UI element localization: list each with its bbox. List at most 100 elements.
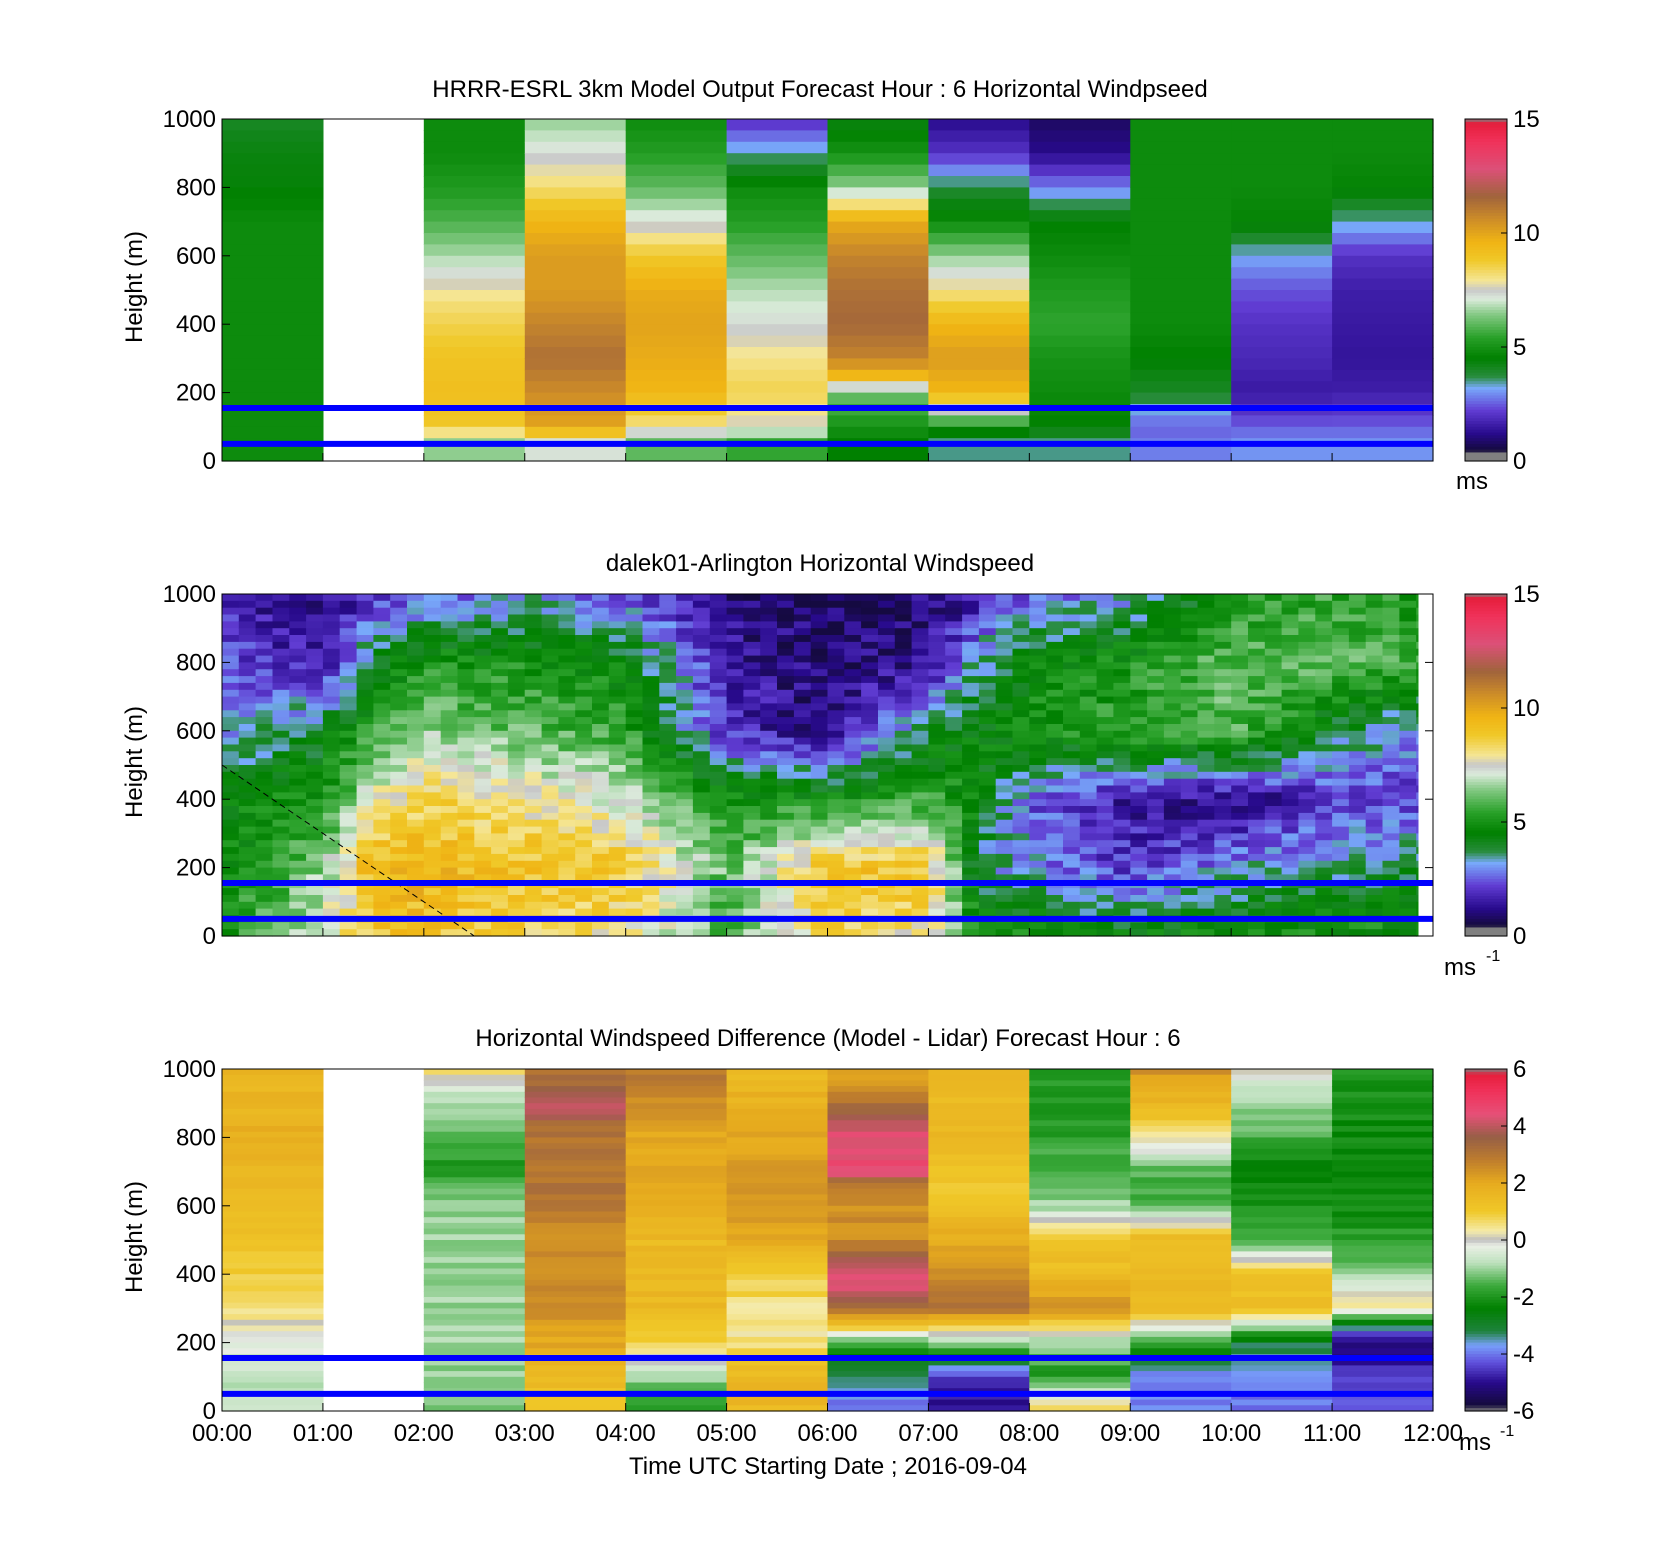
heatmap-cell <box>1298 641 1316 650</box>
heatmap-cell <box>1130 153 1232 166</box>
heatmap-cell <box>1332 1086 1434 1093</box>
heatmap-cell <box>777 655 795 663</box>
heatmap-cell <box>726 778 744 787</box>
heatmap-cell <box>524 1183 627 1190</box>
heatmap-cell <box>945 717 963 725</box>
heatmap-cell <box>289 744 307 752</box>
heatmap-cell <box>928 1177 1030 1184</box>
heatmap-cell <box>642 730 660 739</box>
heatmap-cell <box>928 853 946 862</box>
heatmap-cell <box>810 614 829 622</box>
colorbar-segment <box>1465 742 1507 746</box>
heatmap-cell <box>507 641 526 650</box>
heatmap-cell <box>1063 669 1081 677</box>
heatmap-cell <box>692 614 711 622</box>
heatmap-cell <box>238 737 257 745</box>
heatmap-cell <box>1163 901 1182 910</box>
heatmap-cell <box>373 744 391 752</box>
heatmap-cell <box>962 621 980 629</box>
heatmap-cell <box>222 1160 324 1167</box>
heatmap-cell <box>1012 799 1030 807</box>
heatmap-cell <box>793 614 812 622</box>
heatmap-cell <box>726 1183 829 1190</box>
heatmap-cell <box>1214 607 1232 616</box>
heatmap-cell <box>995 744 1014 752</box>
heatmap-cell <box>1197 901 1215 910</box>
heatmap-cell <box>558 641 576 650</box>
colorbar-segment <box>1465 611 1507 615</box>
heatmap-cell <box>423 662 442 670</box>
heatmap-cell <box>1332 1336 1434 1344</box>
heatmap-cell <box>1197 607 1215 616</box>
heatmap-cell <box>659 635 677 643</box>
heatmap-cell <box>1231 1274 1333 1281</box>
heatmap-cell <box>1079 847 1098 855</box>
heatmap-cell <box>726 210 829 223</box>
heatmap-cell <box>222 1126 324 1133</box>
heatmap-cell <box>1231 785 1249 793</box>
heatmap-cell <box>1365 737 1384 745</box>
heatmap-cell <box>1382 819 1400 828</box>
heatmap-cell <box>1180 594 1199 602</box>
colorbar-segment <box>1465 421 1507 425</box>
colorbar-segment <box>1465 628 1507 632</box>
heatmap-cell <box>827 1336 929 1344</box>
heatmap-cell <box>1416 826 1419 834</box>
heatmap-cell <box>625 324 728 337</box>
heatmap-cell <box>1298 600 1316 609</box>
heatmap-cell <box>827 381 929 394</box>
heatmap-cell <box>962 833 980 841</box>
heatmap-cell <box>407 826 425 834</box>
colorbar-segment <box>1465 384 1507 388</box>
heatmap-cell <box>1214 710 1232 718</box>
heatmap-cell <box>1063 806 1081 814</box>
heatmap-cell <box>1281 751 1299 759</box>
heatmap-cell <box>558 600 576 609</box>
heatmap-cell <box>524 1200 627 1207</box>
heatmap-cell <box>1332 853 1350 862</box>
heatmap-cell <box>827 635 845 643</box>
heatmap-cell <box>608 689 627 698</box>
colorbar-segment <box>1465 224 1507 228</box>
heatmap-cell <box>423 771 442 780</box>
heatmap-cell <box>524 312 627 325</box>
heatmap-cell <box>1096 669 1114 677</box>
heatmap-cell <box>928 614 946 622</box>
heatmap-cell <box>541 662 559 670</box>
heatmap-cell <box>659 778 677 787</box>
heatmap-cell <box>524 1331 627 1338</box>
heatmap-cell <box>928 1097 1030 1104</box>
heatmap-cell <box>928 819 946 828</box>
heatmap-cell <box>339 600 358 609</box>
heatmap-cell <box>1231 119 1333 131</box>
colorbar-segment <box>1465 747 1507 752</box>
heatmap-cell <box>457 874 475 882</box>
heatmap-cell <box>491 799 509 807</box>
heatmap-cell <box>760 806 778 814</box>
heatmap-cell <box>1096 662 1114 670</box>
heatmap-cell <box>1147 922 1165 930</box>
heatmap-cell <box>1147 908 1165 916</box>
heatmap-cell <box>1231 1257 1333 1264</box>
heatmap-cell <box>407 901 425 910</box>
heatmap-cell <box>1063 744 1081 752</box>
heatmap-cell <box>625 682 644 691</box>
heatmap-cell <box>726 449 829 462</box>
heatmap-cell <box>423 1205 526 1213</box>
heatmap-cell <box>1029 1160 1131 1167</box>
heatmap-cell <box>524 806 543 814</box>
heatmap-cell <box>1113 806 1131 814</box>
heatmap-cell <box>1029 717 1047 725</box>
heatmap-cell <box>1163 895 1182 903</box>
heatmap-cell <box>1046 730 1064 739</box>
heatmap-cell <box>928 1240 1030 1247</box>
heatmap-cell <box>1130 1143 1232 1150</box>
heatmap-cell <box>760 641 778 650</box>
heatmap-cell <box>507 765 526 773</box>
heatmap-cell <box>810 703 829 711</box>
heatmap-cell <box>1231 1091 1333 1099</box>
heatmap-cell <box>390 888 408 896</box>
colorbar-segment <box>1465 144 1507 149</box>
heatmap-cell <box>474 682 492 691</box>
heatmap-cell <box>575 853 593 862</box>
